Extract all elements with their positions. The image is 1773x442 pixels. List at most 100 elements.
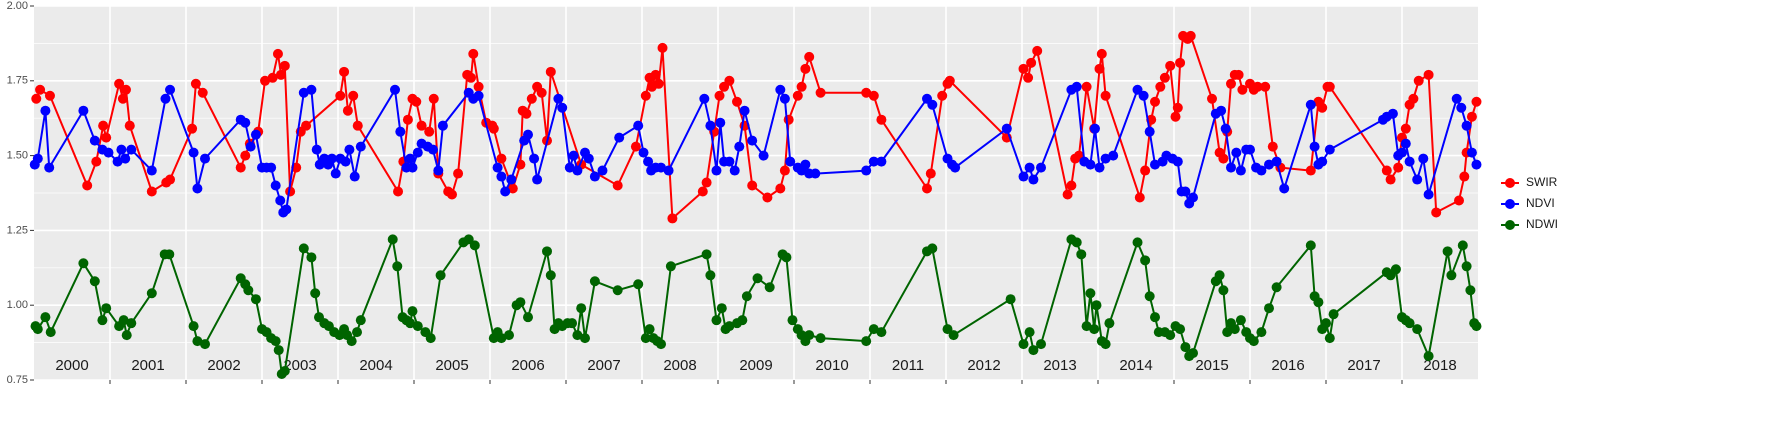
point (876, 114, 887, 125)
point (466, 72, 476, 83)
point (876, 156, 887, 167)
point (197, 87, 208, 98)
point (787, 315, 798, 326)
point (44, 90, 55, 101)
point (1309, 141, 1320, 152)
point (40, 312, 51, 323)
year-label: 2003 (283, 357, 316, 374)
point (473, 90, 484, 101)
point (1400, 123, 1411, 134)
point (101, 132, 112, 143)
point (192, 183, 203, 194)
point (1100, 339, 1111, 350)
point (1457, 240, 1468, 251)
point (775, 183, 786, 194)
point (1328, 309, 1339, 320)
point (580, 333, 590, 344)
point (1150, 159, 1160, 170)
y-tick-label: 0.75 (7, 374, 28, 386)
point (1226, 78, 1236, 89)
point (326, 153, 337, 164)
year-label: 2012 (967, 357, 1000, 374)
point (387, 234, 398, 245)
point (868, 324, 879, 335)
point (45, 327, 56, 338)
point (1231, 147, 1242, 158)
point (1235, 315, 1246, 326)
series (29, 81, 1482, 218)
point (1408, 93, 1419, 104)
point (1144, 126, 1155, 137)
point (1066, 180, 1077, 191)
point (103, 147, 114, 158)
legend-label: NDVI (1526, 196, 1555, 210)
point (437, 120, 448, 131)
point (783, 114, 794, 125)
point (1024, 162, 1035, 173)
y-tick-label: 1.75 (7, 75, 28, 87)
point (1018, 63, 1029, 74)
point (739, 105, 750, 116)
point (1423, 351, 1434, 362)
point (515, 297, 526, 308)
point (425, 333, 436, 344)
point (192, 336, 203, 347)
point (701, 177, 712, 188)
point (1226, 162, 1236, 173)
point (630, 141, 641, 152)
point (1180, 342, 1191, 353)
point (1062, 189, 1073, 200)
point (1324, 144, 1335, 155)
point (245, 141, 256, 152)
point (1412, 174, 1423, 185)
point (1071, 81, 1082, 92)
point (1076, 249, 1087, 260)
point (644, 324, 655, 335)
point (1324, 81, 1335, 92)
point (1218, 285, 1229, 296)
point (1096, 48, 1107, 59)
series (31, 30, 1482, 224)
point (473, 81, 484, 92)
point (724, 156, 735, 167)
point (937, 90, 948, 101)
point (1081, 321, 1092, 332)
point (1404, 318, 1415, 329)
point (815, 87, 826, 98)
point (311, 144, 322, 155)
point (1165, 60, 1176, 71)
point (785, 156, 796, 167)
point (98, 120, 109, 131)
point (948, 330, 959, 341)
point (235, 162, 246, 173)
point (796, 81, 807, 92)
point (1170, 111, 1181, 122)
year-label: 2008 (663, 357, 696, 374)
year-label: 2010 (815, 357, 848, 374)
point (542, 246, 552, 257)
point (352, 120, 363, 131)
point (405, 153, 416, 164)
point (165, 174, 176, 185)
point (667, 213, 678, 224)
point (1381, 165, 1392, 176)
point (1071, 237, 1082, 248)
year-label: 2007 (587, 357, 620, 374)
point (1454, 195, 1464, 206)
point (240, 150, 251, 161)
point (927, 99, 938, 110)
point (355, 141, 366, 152)
point (747, 135, 758, 146)
point (612, 285, 623, 296)
y-tick-label: 1.00 (7, 299, 28, 311)
point (447, 189, 457, 200)
point (267, 72, 278, 83)
point (306, 252, 317, 263)
point (270, 180, 281, 191)
point (1091, 300, 1102, 311)
point (1271, 282, 1282, 293)
point (711, 315, 722, 326)
point (101, 303, 112, 314)
point (1324, 333, 1335, 344)
